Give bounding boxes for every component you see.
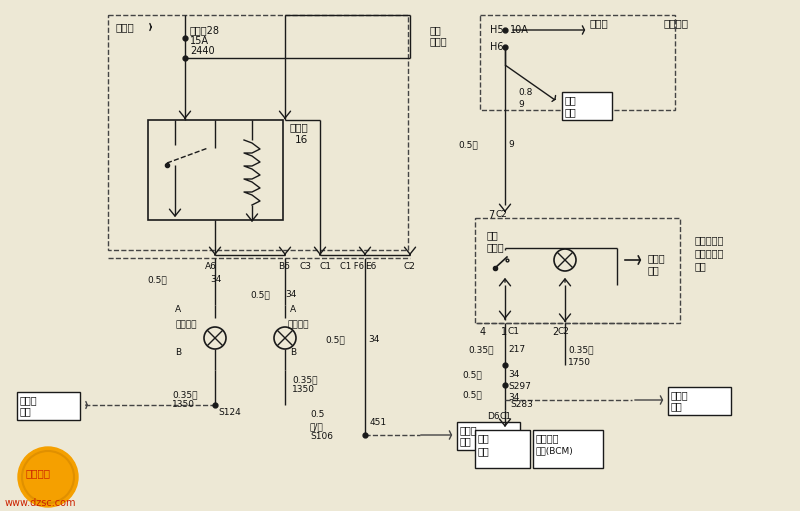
Text: B: B xyxy=(175,348,181,357)
Text: C3: C3 xyxy=(299,262,311,271)
Text: 经配线: 经配线 xyxy=(648,253,666,263)
Text: A: A xyxy=(175,305,181,314)
Circle shape xyxy=(18,447,78,507)
Text: 接地: 接地 xyxy=(20,406,32,416)
Text: 34: 34 xyxy=(368,335,379,344)
Text: 继电器: 继电器 xyxy=(290,122,309,132)
Text: 接地: 接地 xyxy=(460,436,472,446)
Text: 16: 16 xyxy=(295,135,308,145)
Text: 维库一下: 维库一下 xyxy=(25,468,50,478)
Text: C2: C2 xyxy=(404,262,416,271)
Text: 451: 451 xyxy=(370,418,387,427)
Text: 控制和雾灯: 控制和雾灯 xyxy=(695,248,724,258)
Text: 217: 217 xyxy=(508,345,525,354)
Text: S106: S106 xyxy=(310,432,333,441)
Text: 熔断器盒: 熔断器盒 xyxy=(663,18,688,28)
Text: 供电: 供电 xyxy=(565,107,577,117)
Text: S283: S283 xyxy=(510,400,533,409)
Text: 熔断器28: 熔断器28 xyxy=(190,25,220,35)
Text: 7: 7 xyxy=(488,210,494,220)
Text: 0.5紫: 0.5紫 xyxy=(462,390,482,399)
Text: 0.35黄: 0.35黄 xyxy=(468,345,494,354)
Text: 34: 34 xyxy=(285,290,296,299)
Text: C1: C1 xyxy=(320,262,332,271)
Text: 前雾: 前雾 xyxy=(487,230,498,240)
Text: E6: E6 xyxy=(365,262,376,271)
Text: 单元(BCM): 单元(BCM) xyxy=(536,446,574,455)
Text: 1750: 1750 xyxy=(568,358,591,367)
Text: 经配线: 经配线 xyxy=(460,425,478,435)
Text: 0.5: 0.5 xyxy=(310,410,324,419)
Text: 34: 34 xyxy=(508,370,519,379)
Text: 机罩: 机罩 xyxy=(430,25,442,35)
Text: C1: C1 xyxy=(500,412,512,421)
Bar xyxy=(475,430,530,468)
Bar xyxy=(562,92,612,120)
Text: 接地: 接地 xyxy=(671,401,682,411)
Text: 4: 4 xyxy=(480,327,486,337)
Text: 车身电控: 车身电控 xyxy=(536,433,559,443)
Text: 右前雾灯: 右前雾灯 xyxy=(287,320,309,329)
Text: 灯开关: 灯开关 xyxy=(487,242,505,252)
Bar xyxy=(108,15,408,250)
Text: www.dzsc.com: www.dzsc.com xyxy=(5,498,77,508)
Bar xyxy=(480,15,675,110)
Bar xyxy=(475,218,680,323)
Text: 0.5紫: 0.5紫 xyxy=(147,275,166,284)
Bar xyxy=(668,387,731,415)
Text: H6: H6 xyxy=(490,42,503,52)
Text: 0.5紫: 0.5紫 xyxy=(325,335,345,344)
Text: 15A: 15A xyxy=(190,36,209,46)
Bar xyxy=(148,120,283,220)
Text: 10A: 10A xyxy=(510,25,529,35)
Text: C1 F6: C1 F6 xyxy=(340,262,364,271)
Text: 9: 9 xyxy=(508,140,514,149)
Text: 接地盒: 接地盒 xyxy=(430,36,448,46)
Text: S124: S124 xyxy=(218,408,241,417)
Text: D6: D6 xyxy=(487,412,500,421)
Text: 经配线: 经配线 xyxy=(20,395,38,405)
Text: 电控牵引力: 电控牵引力 xyxy=(695,235,724,245)
Bar xyxy=(533,430,603,468)
Text: 0.5紫: 0.5紫 xyxy=(250,290,270,299)
Text: 黑/白: 黑/白 xyxy=(310,422,324,431)
Text: C2: C2 xyxy=(558,327,570,336)
Text: B: B xyxy=(290,348,296,357)
Text: 配线: 配线 xyxy=(565,95,577,105)
Text: 1: 1 xyxy=(501,327,507,337)
Text: A6: A6 xyxy=(205,262,217,271)
Text: 2440: 2440 xyxy=(190,46,214,56)
Text: 开关: 开关 xyxy=(695,261,706,271)
Bar xyxy=(17,392,80,420)
Text: 0.35黑: 0.35黑 xyxy=(172,390,198,399)
Text: C1: C1 xyxy=(507,327,519,336)
Text: 接地: 接地 xyxy=(648,265,660,275)
Text: 0.35黑: 0.35黑 xyxy=(292,375,318,384)
Text: 0.5紫: 0.5紫 xyxy=(462,370,482,379)
Text: 34: 34 xyxy=(210,275,222,284)
Text: 左前雾灯: 左前雾灯 xyxy=(175,320,197,329)
Text: 打开: 打开 xyxy=(478,446,490,456)
Text: C2: C2 xyxy=(496,210,508,219)
Text: 9: 9 xyxy=(518,100,524,109)
Text: A: A xyxy=(290,305,296,314)
Text: 0.8: 0.8 xyxy=(518,88,532,97)
Text: 0.35黑: 0.35黑 xyxy=(568,345,594,354)
Text: B6: B6 xyxy=(278,262,290,271)
Text: 1350: 1350 xyxy=(172,400,195,409)
Text: 经配线: 经配线 xyxy=(671,390,689,400)
Text: 0.5棕: 0.5棕 xyxy=(458,140,478,149)
Text: S297: S297 xyxy=(508,382,531,391)
Text: 配线图: 配线图 xyxy=(590,18,609,28)
Text: H5: H5 xyxy=(490,25,504,35)
Text: 雾灯: 雾灯 xyxy=(478,433,490,443)
Text: 34: 34 xyxy=(508,393,519,402)
Text: 2: 2 xyxy=(552,327,558,337)
Bar xyxy=(457,422,520,450)
Text: 1350: 1350 xyxy=(292,385,315,394)
Text: 配线图: 配线图 xyxy=(115,22,134,32)
